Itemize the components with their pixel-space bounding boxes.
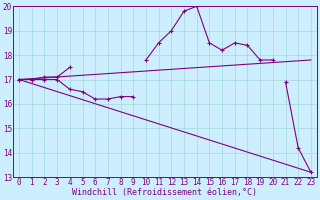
X-axis label: Windchill (Refroidissement éolien,°C): Windchill (Refroidissement éolien,°C) xyxy=(72,188,258,197)
